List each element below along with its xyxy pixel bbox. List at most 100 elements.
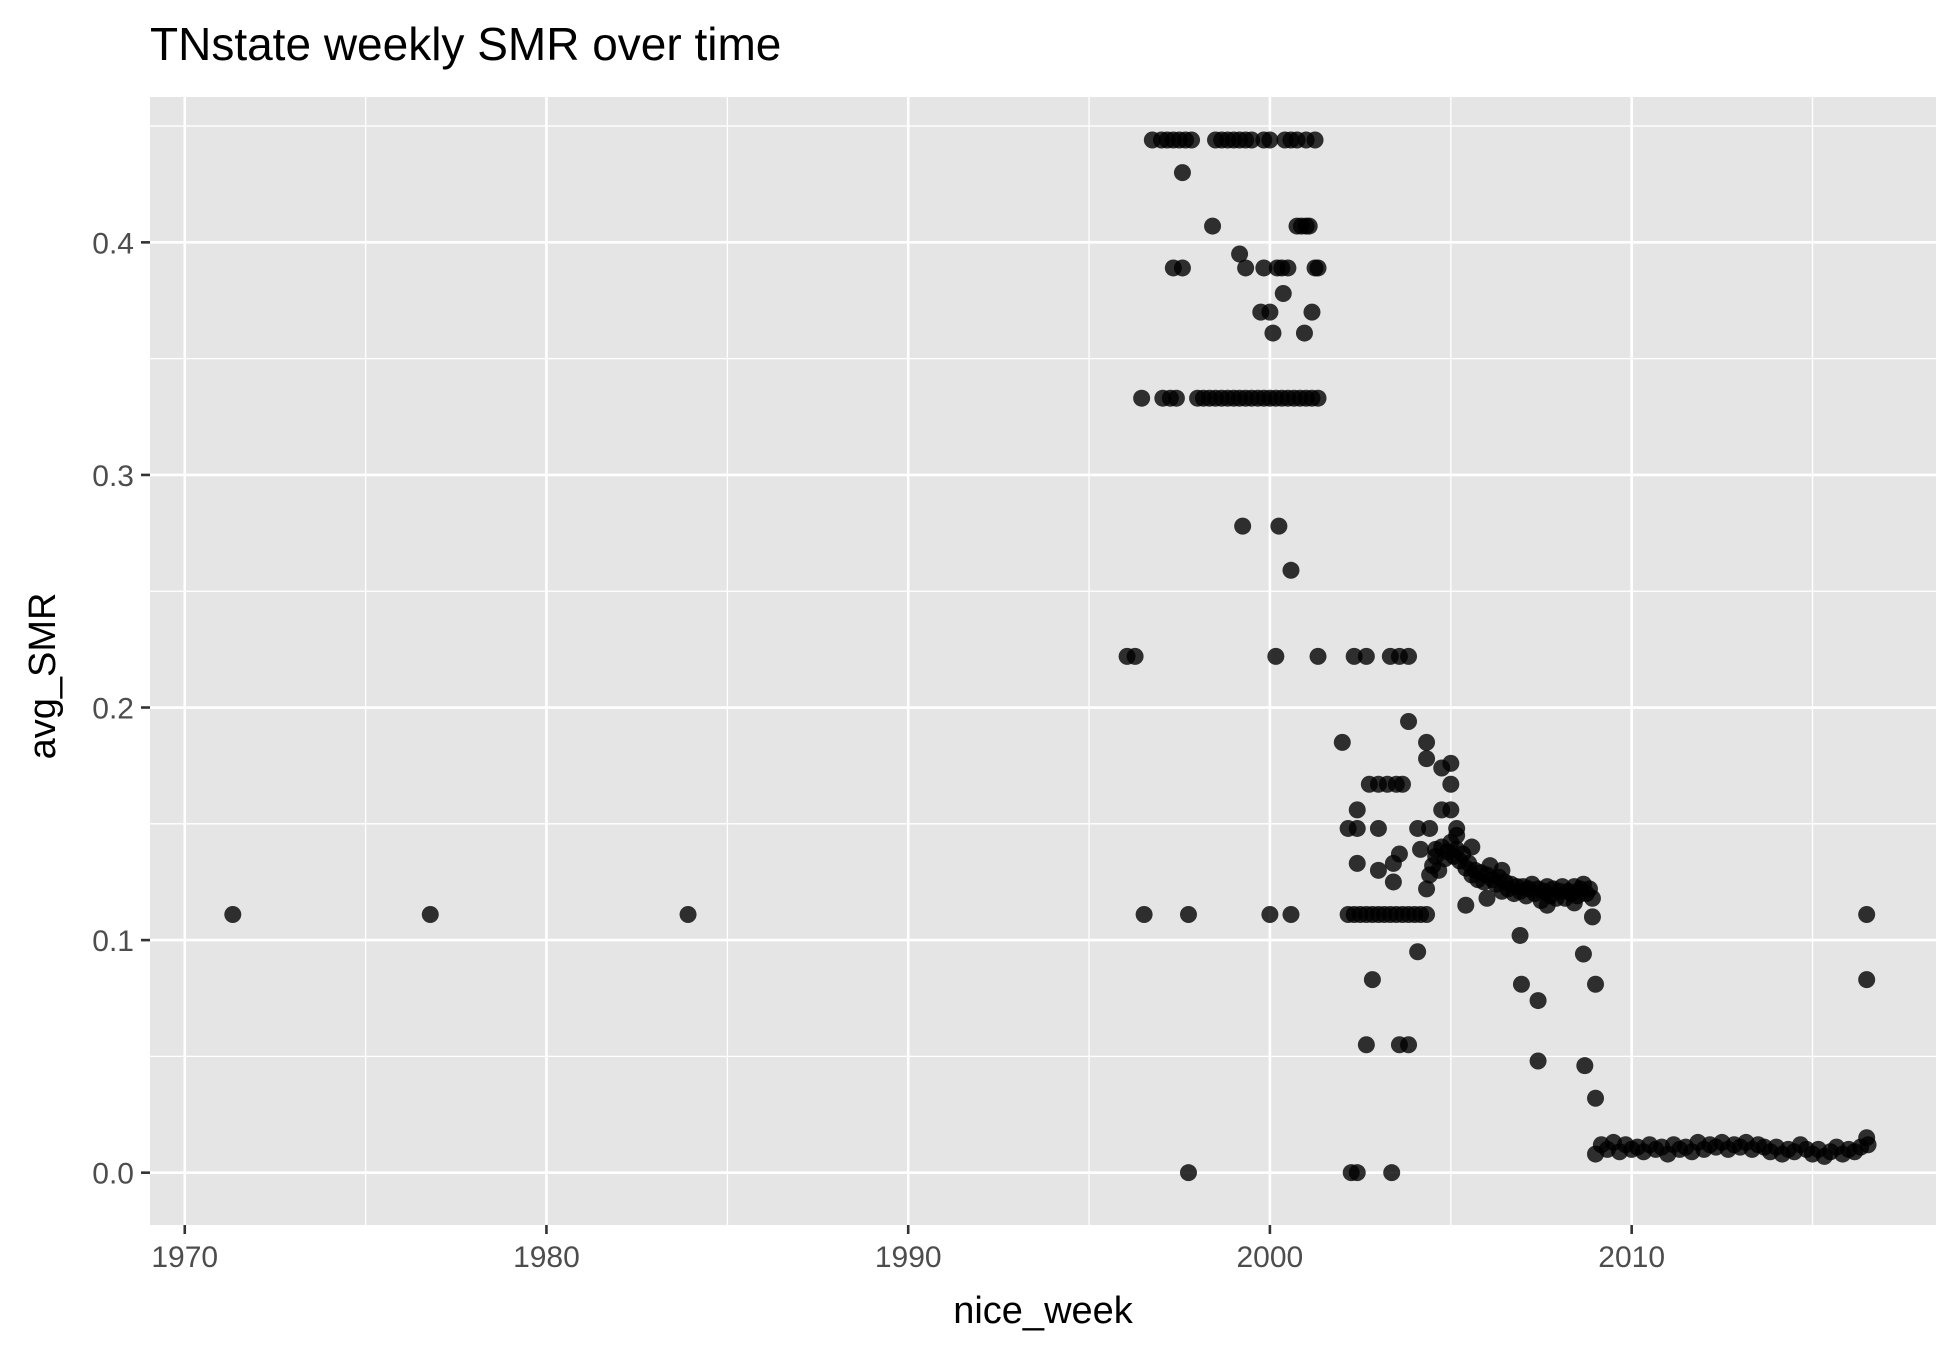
data-point [1369, 861, 1387, 879]
data-point [1409, 943, 1427, 961]
data-point [1369, 819, 1387, 837]
data-point [1282, 906, 1300, 924]
y-axis: 0.0 0.1 0.2 0.3 0.4 [92, 227, 150, 1191]
data-point [1261, 303, 1279, 321]
data-point [1179, 1164, 1197, 1182]
data-point [1409, 819, 1427, 837]
data-point [1231, 245, 1249, 263]
data-point [1442, 775, 1460, 793]
data-point [1357, 1036, 1375, 1054]
data-point [1270, 517, 1288, 535]
data-point [1383, 1164, 1401, 1182]
data-point [1333, 733, 1351, 751]
data-point [1348, 819, 1366, 837]
data-point [1448, 826, 1466, 844]
data-point [1300, 217, 1318, 235]
data-point [1858, 906, 1876, 924]
data-point [1133, 389, 1151, 407]
data-point [1348, 854, 1366, 872]
data-point [1295, 324, 1313, 342]
data-point [1511, 926, 1529, 944]
data-point [679, 906, 697, 924]
data-point [1173, 259, 1191, 277]
data-point [1309, 259, 1327, 277]
data-point [1587, 1089, 1605, 1107]
x-tick-label: 2010 [1598, 1241, 1665, 1274]
data-point [1412, 840, 1430, 858]
data-point [1282, 561, 1300, 579]
y-tick-label: 0.1 [92, 925, 134, 958]
chart-title: TNstate weekly SMR over time [150, 18, 781, 70]
data-point [1309, 647, 1327, 665]
data-point [1418, 906, 1436, 924]
minor-gridlines [150, 97, 1936, 1225]
data-points [224, 131, 1877, 1182]
data-point [1587, 975, 1605, 993]
plot-panel [150, 97, 1936, 1225]
data-point [1393, 775, 1411, 793]
data-point [1859, 1136, 1877, 1154]
data-point [1306, 131, 1324, 149]
data-point [1264, 324, 1282, 342]
x-tick-label: 1980 [513, 1241, 580, 1274]
data-point [1457, 896, 1475, 914]
y-tick-label: 0.3 [92, 460, 134, 493]
data-point [1478, 889, 1496, 907]
data-point [1237, 259, 1255, 277]
x-tick-label: 2000 [1237, 1241, 1304, 1274]
data-point [421, 906, 439, 924]
data-point [1167, 389, 1185, 407]
data-point [224, 906, 242, 924]
x-tick-label: 1990 [875, 1241, 942, 1274]
data-point [1538, 896, 1556, 914]
data-point [1261, 906, 1279, 924]
data-point [1279, 259, 1297, 277]
data-point [1858, 971, 1876, 989]
data-point [1400, 1036, 1418, 1054]
data-point [1565, 894, 1583, 912]
data-point [1583, 889, 1601, 907]
data-point [1529, 992, 1547, 1010]
data-point [1261, 131, 1279, 149]
data-point [1135, 906, 1153, 924]
data-point [1421, 819, 1439, 837]
data-point [1309, 389, 1327, 407]
data-point [1493, 861, 1511, 879]
data-point [1255, 259, 1273, 277]
data-point [1583, 908, 1601, 926]
data-point [1576, 1057, 1594, 1075]
data-point [1574, 945, 1592, 963]
x-axis: 1970 1980 1990 2000 2010 [151, 1225, 1665, 1274]
y-tick-label: 0.0 [92, 1158, 134, 1191]
data-point [1442, 801, 1460, 819]
data-point [1204, 217, 1222, 235]
y-tick-label: 0.2 [92, 693, 134, 726]
data-point [1183, 131, 1201, 149]
data-point [1173, 164, 1191, 182]
y-axis-title: avg_SMR [22, 593, 64, 760]
data-point [1418, 750, 1436, 768]
y-tick-label: 0.4 [92, 227, 134, 260]
data-point [1348, 1164, 1366, 1182]
data-point [1243, 131, 1261, 149]
x-tick-label: 1970 [151, 1241, 218, 1274]
data-point [1126, 647, 1144, 665]
data-point [1433, 759, 1451, 777]
data-point [1400, 712, 1418, 730]
x-axis-title: nice_week [953, 1290, 1134, 1332]
data-point [1418, 880, 1436, 898]
data-point [1267, 647, 1285, 665]
data-point [1363, 971, 1381, 989]
data-point [1345, 647, 1363, 665]
data-point [1512, 975, 1530, 993]
data-point [1418, 733, 1436, 751]
data-point [1179, 906, 1197, 924]
data-point [1348, 801, 1366, 819]
data-point [1234, 517, 1252, 535]
data-point [1463, 838, 1481, 856]
data-point [1303, 303, 1321, 321]
data-point [1384, 854, 1402, 872]
data-point [1529, 1052, 1547, 1070]
data-point [1274, 285, 1292, 303]
